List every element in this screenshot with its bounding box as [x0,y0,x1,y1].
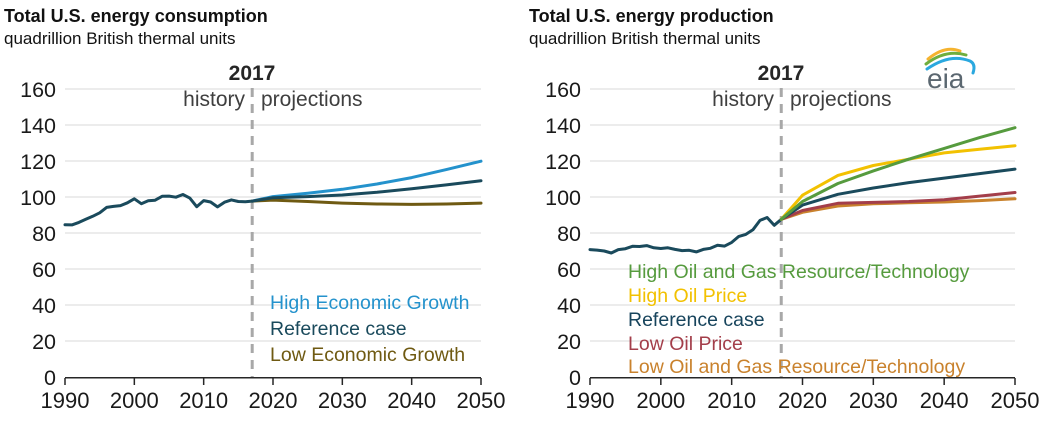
svg-text:0: 0 [44,366,56,390]
legend-reference-case-production: Reference case [628,309,765,331]
svg-text:0: 0 [569,366,581,390]
legend-high-oil-gas-resource: High Oil and Gas Resource/Technology [628,261,970,283]
eia-logo-arc-blue [925,56,976,75]
svg-text:140: 140 [545,114,581,138]
left-chart-title: Total U.S. energy consumption [4,6,268,26]
svg-text:2030: 2030 [849,388,898,413]
svg-text:1990: 1990 [41,388,90,413]
svg-text:1990: 1990 [566,388,615,413]
eia-logo: eia [918,42,982,96]
svg-text:20: 20 [32,330,56,354]
svg-text:100: 100 [20,186,56,210]
svg-text:60: 60 [557,258,581,282]
svg-text:2000: 2000 [110,388,159,413]
svg-text:140: 140 [20,114,56,138]
legend-low-oil-price: Low Oil Price [628,333,743,355]
svg-text:120: 120 [545,150,581,174]
svg-text:2000: 2000 [636,388,685,413]
right-history-label: history [712,88,774,111]
legend-reference-case-consumption: Reference case [270,318,407,340]
left-projections-label: projections [261,88,363,111]
svg-text:160: 160 [20,78,56,102]
right-chart-subtitle: quadrillion British thermal units [529,29,761,48]
svg-text:2010: 2010 [707,388,756,413]
legend-high-oil-price: High Oil Price [628,285,748,307]
right-projections-label: projections [790,88,892,111]
left-history-label: history [183,88,245,111]
svg-text:2050: 2050 [457,388,506,413]
eia-logo-arc-green [924,51,968,66]
svg-text:120: 120 [20,150,56,174]
right-chart-title: Total U.S. energy production [529,6,774,26]
svg-text:2040: 2040 [920,388,969,413]
svg-text:40: 40 [32,294,56,318]
svg-text:2020: 2020 [778,388,827,413]
left-chart-subtitle: quadrillion British thermal units [4,29,236,48]
svg-text:2030: 2030 [318,388,367,413]
legend-low-economic-growth: Low Economic Growth [270,344,466,366]
svg-text:80: 80 [557,222,581,246]
svg-text:20: 20 [557,330,581,354]
svg-text:100: 100 [545,186,581,210]
svg-text:40: 40 [557,294,581,318]
svg-text:60: 60 [32,258,56,282]
legend-high-economic-growth: High Economic Growth [270,292,470,314]
svg-text:80: 80 [32,222,56,246]
legend-low-oil-gas-resource: Low Oil and Gas Resource/Technology [628,356,966,378]
svg-text:2050: 2050 [991,388,1040,413]
right-divider-year-label: 2017 [757,62,805,85]
svg-text:2020: 2020 [249,388,298,413]
svg-text:160: 160 [545,78,581,102]
eia-logo-text: eia [927,63,965,94]
svg-text:2040: 2040 [387,388,436,413]
left-divider-year-label: 2017 [228,62,276,85]
svg-text:2010: 2010 [179,388,228,413]
eia-logo-arc-yellow [926,47,962,61]
